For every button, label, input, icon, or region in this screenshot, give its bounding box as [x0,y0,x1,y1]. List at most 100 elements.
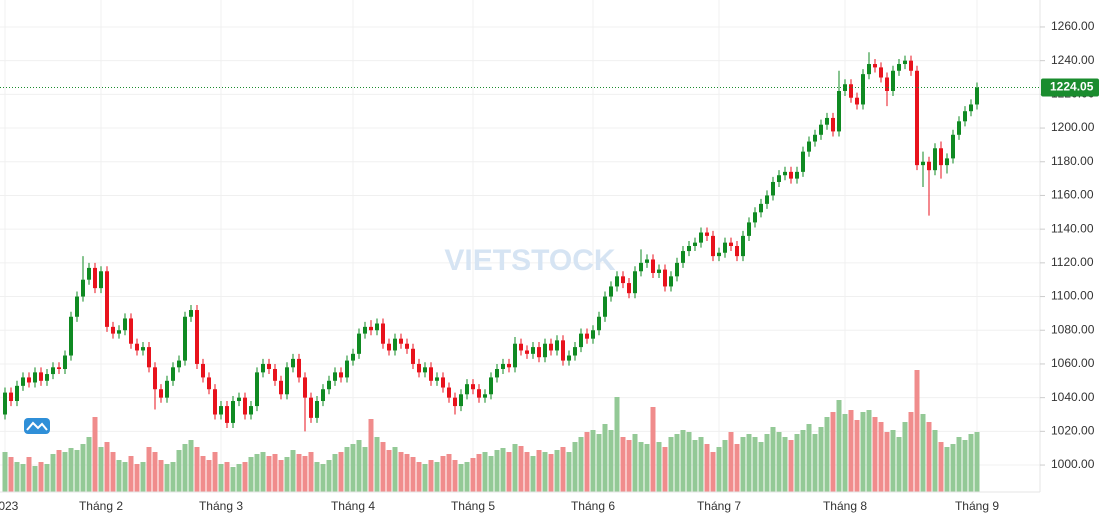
volume-bar [806,424,812,492]
candle-body [897,64,901,71]
volume-bar [296,454,302,492]
candle-body [99,271,103,289]
candle-body [249,406,253,415]
volume-bar [32,466,38,492]
volume-bar [740,437,746,492]
candle-body [933,148,937,171]
volume-bar [620,437,626,492]
candle-body [627,283,631,294]
volume-bar [374,437,380,492]
volume-bar [20,464,26,492]
candle-body [441,377,445,388]
candle-body [867,64,871,75]
volume-bar [494,450,500,492]
grid [0,0,1040,492]
volume-bar [50,454,56,492]
candle-body [453,397,457,407]
volume-bar [848,410,854,492]
candle-body [339,372,343,378]
candle-body [51,367,55,375]
volume-bar [326,460,332,492]
candle-body [333,372,337,381]
volume-bar [512,444,518,492]
volume-bar [200,456,206,492]
volume-bar [242,462,248,492]
volume-bar [800,430,806,492]
volume-bar [482,452,488,492]
volume-bar [86,437,92,492]
volume-bar [608,430,614,492]
candle-body [21,377,25,386]
candle-body [831,117,835,132]
candle-body [279,380,283,395]
candle-body [201,363,205,378]
volume-bar [722,440,728,492]
candle-body [699,232,703,243]
volume-bar [152,452,158,492]
candle-body [729,242,733,246]
candle-body [603,296,607,317]
candle-body [195,310,199,364]
volume-bar [860,412,866,492]
candle-body [381,323,385,344]
candle-body [759,203,763,213]
candle-body [687,246,691,252]
volume-bar [770,427,776,492]
volume-bar [554,450,560,492]
volume-bar [272,454,278,492]
volume-bar [632,434,638,492]
volume-bar [710,452,716,492]
candle-body [261,363,265,373]
volume-bar [116,460,122,492]
candle-body [489,377,493,395]
volume-bar [110,452,116,492]
volume-bar [140,462,146,492]
volume-bar [524,452,530,492]
volume-bar [98,447,104,492]
candle-body [459,394,463,407]
candle-body [951,134,955,159]
volume-bar [536,450,542,492]
candle-body [669,276,673,287]
candle-body [435,377,439,381]
x-tick-label: Tháng 9 [955,499,999,513]
candle-body [939,148,943,166]
volume-bar [572,442,578,492]
candle-body [27,377,31,383]
volume-bar [458,464,464,492]
candle-body [321,389,325,402]
candle-body [411,348,415,364]
candle-body [675,262,679,277]
candle-body [801,151,805,172]
volume-bar [902,422,908,492]
candle-body [351,353,355,361]
volume-bar [650,407,656,492]
candle-body [117,330,121,334]
candle-body [927,161,931,171]
volume-bar [908,412,914,492]
volume-bar [566,452,572,492]
volume-bar [728,432,734,492]
candle-body [9,392,13,402]
candle-body [813,134,817,142]
volume-bar [224,462,230,492]
candle-body [225,406,229,423]
candle-body [207,377,211,390]
volume-bar [734,444,740,492]
candle-body [123,318,127,331]
candle-body [429,367,433,381]
volume-bar [338,452,344,492]
volume-bar [104,442,110,492]
candle-body [567,355,571,361]
candle-body [549,343,553,351]
candle-body [861,74,865,105]
volume-bar [926,422,932,492]
candle-body [213,389,217,415]
volume-bar [884,432,890,492]
volume-bar [386,450,392,492]
volume-bar [302,456,308,492]
volume-bar [788,440,794,492]
candle-body [177,360,181,368]
candle-body [87,267,91,280]
volume-bar [746,434,752,492]
